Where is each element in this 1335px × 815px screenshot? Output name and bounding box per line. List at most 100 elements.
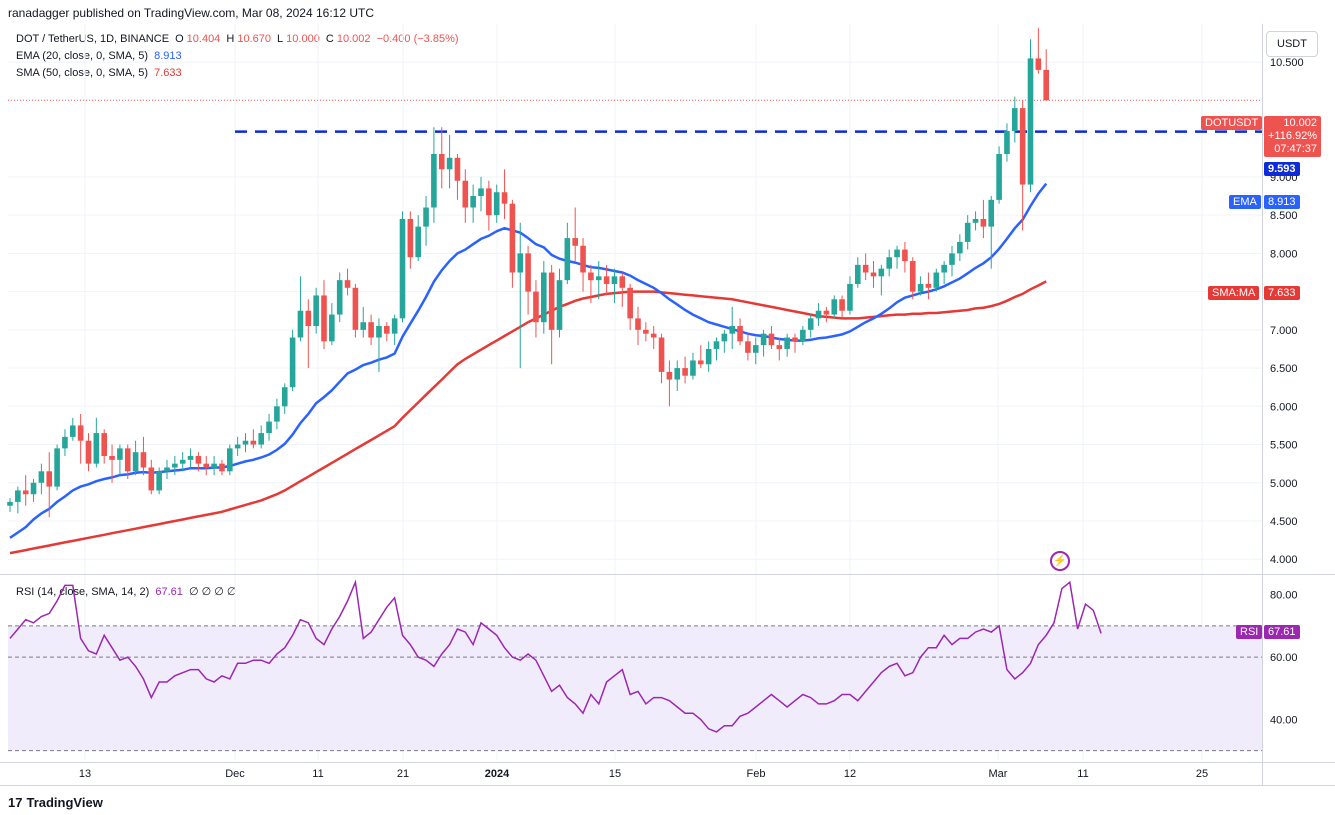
sma-legend-label: SMA (50, close, 0, SMA, 5) [16, 67, 149, 79]
last-price-tag: 10.002 +116.92% 07:47:37 [1264, 116, 1322, 157]
candle-body [878, 268, 885, 277]
candle-body [588, 272, 594, 281]
candle-body [980, 218, 987, 227]
price-tick-label: 8.500 [1270, 210, 1298, 222]
candle-body [54, 448, 60, 487]
candle-body [556, 280, 563, 330]
candle-body [431, 153, 437, 208]
ema-20-line [9, 182, 1048, 539]
candle-body [423, 207, 429, 227]
candle-body [957, 241, 963, 254]
ema-legend[interactable]: EMA (20, close, 0, SMA, 5) 8.913 [16, 50, 185, 62]
sma-50-line [9, 280, 1047, 555]
candle-body [38, 471, 45, 483]
candle-body [1027, 58, 1034, 185]
candle-body [1004, 131, 1010, 154]
candle-body [297, 310, 304, 338]
candle-body [768, 333, 775, 346]
candle-body [352, 287, 359, 330]
candle-body [674, 368, 681, 380]
time-tick-label: 12 [844, 768, 856, 780]
candle-body [368, 322, 374, 338]
candle-body [211, 463, 217, 468]
rsi-legend[interactable]: RSI (14, close, SMA, 14, 2) 67.61 ∅ ∅ ∅ … [16, 585, 239, 598]
candle-body [22, 490, 29, 495]
candle-body [996, 153, 1002, 200]
candle-body [760, 333, 767, 346]
candle-body [242, 440, 249, 445]
candle-body [172, 463, 178, 468]
time-tick-label: 11 [312, 768, 323, 780]
candle-body [666, 371, 673, 380]
candle-body [776, 345, 783, 349]
rsi-tag-value: 67.61 [1264, 625, 1300, 639]
candle-body [117, 448, 123, 460]
lightning-alert-icon[interactable]: ⚡ [1050, 551, 1070, 571]
candle-body [721, 333, 728, 342]
candle-body [823, 310, 830, 315]
candle-body [925, 283, 932, 288]
rsi-tag-label: RSI [1236, 625, 1263, 639]
candle-body [870, 272, 877, 277]
candle-body [438, 153, 445, 170]
candle-body [462, 180, 469, 208]
time-tick-label: 13 [79, 768, 91, 780]
candle-body [203, 463, 210, 468]
candle-body [164, 467, 170, 472]
rsi-legend-label: RSI (14, close, SMA, 14, 2) [16, 586, 150, 598]
candle-body [46, 471, 53, 487]
rsi-legend-extra: ∅ ∅ ∅ ∅ [188, 586, 237, 598]
candle-body [187, 456, 194, 460]
low-label: L [277, 33, 284, 45]
candle-body [784, 337, 790, 349]
open-value: 10.404 [186, 33, 221, 45]
tradingview-logo[interactable]: 17 TradingView [8, 795, 103, 810]
candle-body [109, 456, 115, 460]
candle-body [227, 448, 233, 472]
rsi-tick-label: 60.00 [1270, 652, 1298, 664]
candle-body [627, 287, 633, 319]
candle-body [580, 245, 586, 273]
candle-body [548, 272, 555, 330]
candle-body [541, 272, 547, 323]
candle-body [15, 490, 21, 502]
candle-body [682, 368, 688, 376]
candle-body [972, 218, 979, 223]
candle-body [1019, 108, 1026, 185]
price-tick-label: 6.500 [1270, 363, 1298, 375]
candle-body [917, 283, 924, 292]
candle-body [344, 280, 351, 288]
candle-body [517, 253, 524, 273]
candle-body [274, 406, 280, 422]
candle-body [446, 157, 453, 170]
time-tick-label: 2024 [485, 768, 510, 780]
candle-body [407, 218, 414, 258]
candle-body [501, 192, 508, 204]
rsi-tick-label: 80.00 [1270, 590, 1298, 602]
rsi-legend-value: 67.61 [155, 586, 183, 598]
symbol-title[interactable]: DOT / TetherUS, 1D, BINANCE [16, 33, 170, 45]
tv-logo-icon: 17 [8, 795, 23, 810]
candle-body [85, 440, 92, 464]
close-label: C [325, 33, 334, 45]
candle-body [611, 276, 618, 284]
rsi-band-fill [8, 625, 1262, 751]
candle-body [384, 326, 390, 334]
candle-body [250, 440, 257, 445]
candle-body [792, 337, 798, 342]
candle-body [258, 433, 264, 445]
price-tick-label: 5.000 [1270, 478, 1298, 490]
currency-button[interactable]: USDT [1266, 31, 1318, 57]
time-tick-label: 21 [397, 768, 409, 780]
candle-body [713, 341, 720, 349]
symbol-tag: DOTUSDT [1201, 116, 1263, 130]
candle-body [305, 310, 312, 327]
candle-body [564, 238, 571, 281]
time-tick-label: 11 [1077, 768, 1088, 780]
candle-body [745, 341, 751, 353]
candle-body [690, 360, 696, 376]
candle-body [941, 264, 947, 273]
sma-legend[interactable]: SMA (50, close, 0, SMA, 5) 7.633 [16, 67, 185, 79]
publisher-note: ranadagger published on TradingView.com,… [8, 6, 375, 20]
